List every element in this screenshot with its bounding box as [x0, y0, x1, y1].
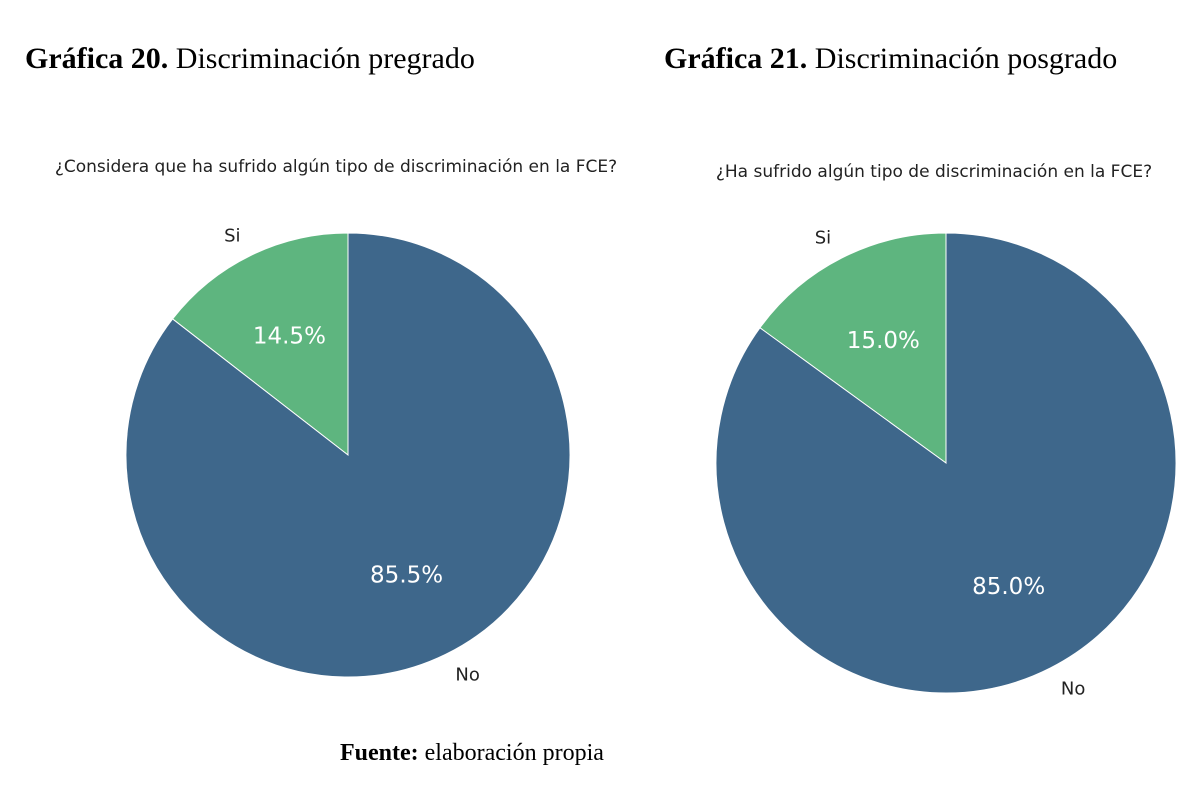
- category-label-no: No: [1061, 678, 1085, 699]
- pie-slice-si: [171, 232, 349, 457]
- chart-title: ¿Ha sufrido algún tipo de discriminación…: [716, 162, 1152, 182]
- source-label: Fuente:: [340, 740, 419, 766]
- pct-label-si: 14.5%: [253, 323, 326, 349]
- category-label-no: No: [455, 664, 479, 685]
- pct-label-si: 15.0%: [847, 328, 920, 354]
- chart-caption-posgrado: Gráfica 21. Discriminación posgrado: [664, 42, 1117, 76]
- category-label-si: Si: [224, 226, 240, 247]
- source-text: elaboración propia: [424, 740, 604, 766]
- source-note: Fuente: elaboración propia: [340, 740, 604, 767]
- pie-slice-no: [125, 232, 571, 678]
- category-label-si: Si: [815, 228, 831, 249]
- caption-text: Discriminación posgrado: [814, 42, 1118, 75]
- pie-slice-si: [759, 232, 947, 464]
- caption-number: Gráfica 21.: [664, 42, 808, 75]
- pie-chart-posgrado: ¿Ha sufrido algún tipo de discriminación…: [715, 162, 1177, 699]
- chart-title: ¿Considera que ha sufrido algún tipo de …: [55, 157, 617, 177]
- caption-number: Gráfica 20.: [25, 42, 169, 75]
- pie-slice-no: [715, 232, 1177, 694]
- pct-label-no: 85.5%: [370, 563, 443, 589]
- pie-chart-pregrado: ¿Considera que ha sufrido algún tipo de …: [55, 157, 617, 685]
- caption-text: Discriminación pregrado: [175, 42, 475, 75]
- chart-caption-pregrado: Gráfica 20. Discriminación pregrado: [25, 42, 475, 76]
- pct-label-no: 85.0%: [972, 574, 1045, 600]
